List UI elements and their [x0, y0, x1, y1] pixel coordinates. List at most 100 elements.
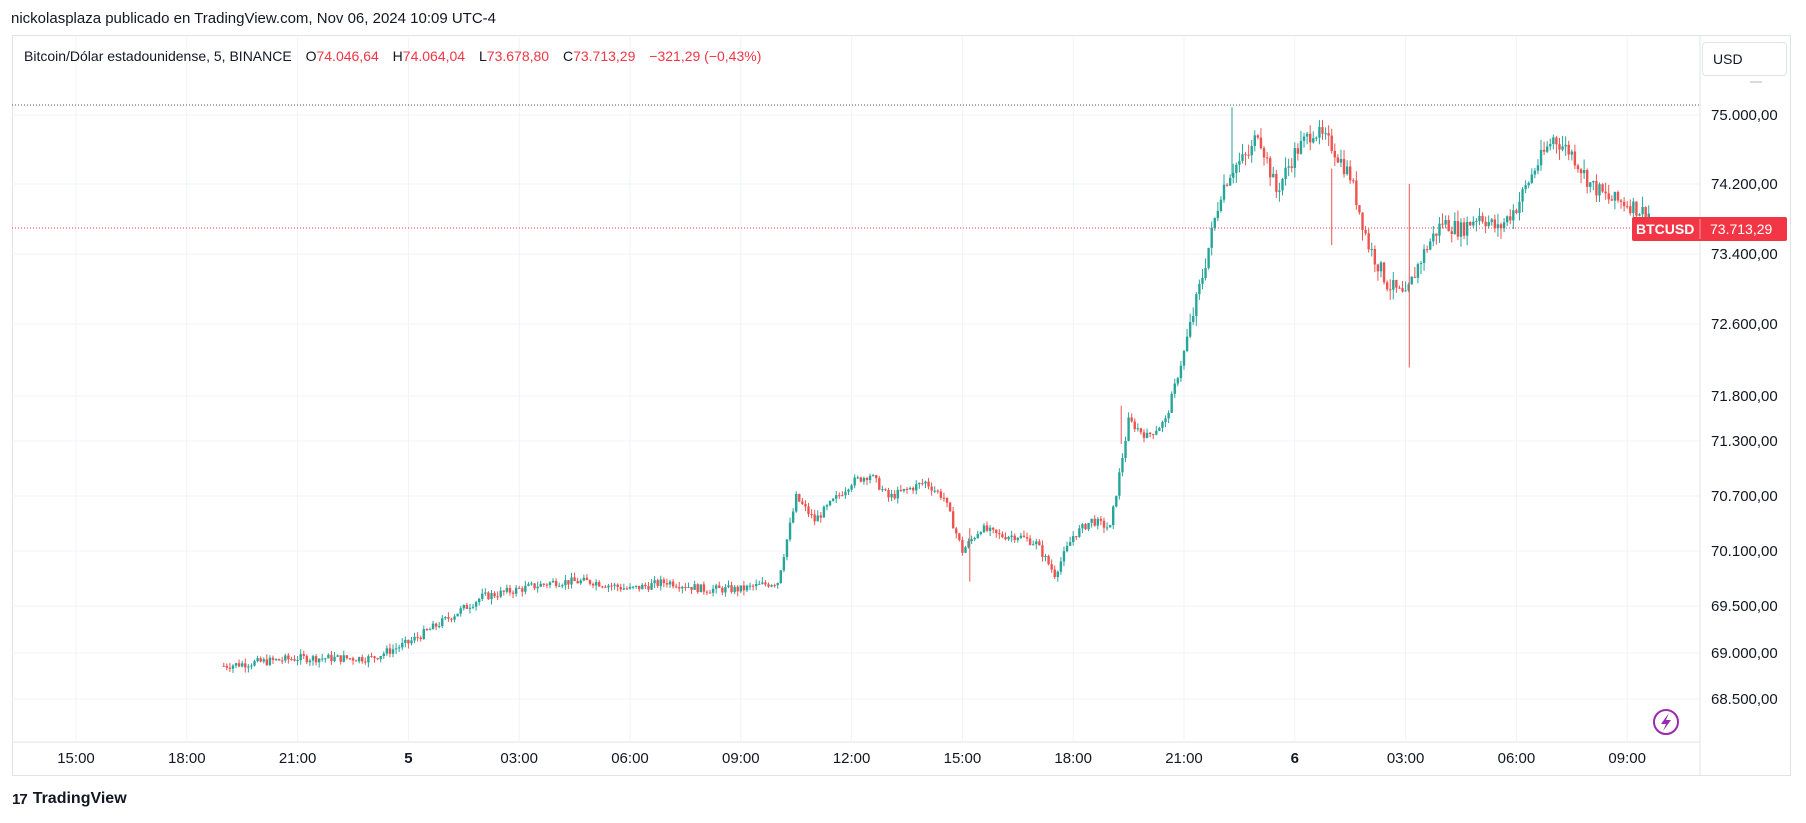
candle-body	[739, 585, 742, 592]
candle-body	[671, 581, 675, 587]
candle-body	[1315, 137, 1318, 139]
symbol-line: Bitcoin/Dólar estadounidense, 5, BINANCE	[24, 48, 292, 64]
candle-body	[444, 617, 447, 619]
candle-body	[1576, 165, 1580, 170]
candle-body	[1385, 282, 1389, 290]
candle-body	[1007, 537, 1010, 540]
candle-body	[1195, 294, 1198, 316]
candle-body	[967, 541, 970, 548]
candle-body	[530, 583, 533, 585]
x-tick-label: 18:00	[168, 750, 206, 767]
candle-body	[1161, 422, 1164, 428]
candle-body	[1456, 221, 1460, 237]
candle-body	[1339, 159, 1343, 163]
candle-body	[437, 626, 441, 628]
candle-body	[1496, 224, 1500, 229]
candle-body	[287, 655, 290, 660]
candle-body	[807, 506, 810, 515]
candle-body	[493, 593, 496, 597]
candle-body	[1262, 148, 1266, 158]
candle-body	[311, 656, 315, 661]
last-price-tag	[1632, 217, 1787, 241]
reference-lines	[12, 104, 1700, 229]
candle-body	[1093, 518, 1096, 526]
candle-body	[551, 580, 555, 583]
candle-body	[524, 585, 527, 592]
x-tick-label: 21:00	[279, 750, 317, 767]
candle-body	[1216, 211, 1220, 219]
candle-body	[1121, 457, 1124, 473]
candle-body	[1185, 336, 1189, 352]
candle-body	[1232, 172, 1235, 178]
candle-body	[1108, 525, 1112, 528]
candle-body	[1604, 191, 1607, 194]
candle-body	[1595, 181, 1598, 196]
candle-body	[588, 580, 592, 584]
candle-body	[290, 659, 293, 661]
candle-body	[951, 511, 955, 529]
candle-body	[878, 478, 881, 490]
candle-body	[410, 640, 413, 644]
candle-body	[407, 639, 410, 644]
candle-body	[1305, 133, 1309, 137]
candle-body	[1641, 206, 1644, 215]
x-tick-label: 15:00	[944, 750, 982, 767]
candle-body	[708, 592, 712, 594]
candle-body	[1539, 149, 1543, 166]
candle-body	[274, 659, 278, 661]
change-value: −321,29 (−0,43%)	[649, 48, 762, 64]
candle-body	[1179, 365, 1183, 379]
candle-body	[1601, 184, 1604, 192]
candle-body	[342, 655, 345, 662]
candle-body	[1075, 536, 1078, 538]
candle-body	[1028, 538, 1032, 545]
candle-body	[1589, 182, 1592, 187]
tradingview-logo[interactable]: 17 TradingView	[12, 790, 127, 808]
candle-body	[1330, 135, 1333, 151]
candle-body	[1038, 541, 1041, 546]
candle-body	[976, 534, 979, 539]
candle-body	[622, 588, 626, 590]
low-label: L	[478, 48, 487, 64]
candle-body	[995, 529, 998, 533]
candle-body	[847, 489, 850, 492]
candle-body	[659, 579, 662, 586]
candle-body	[1453, 221, 1457, 234]
candle-body	[1213, 218, 1216, 228]
candle-body	[382, 653, 385, 657]
candle-body	[1462, 222, 1466, 236]
candle-body	[1570, 151, 1573, 155]
candle-body	[1115, 495, 1118, 507]
candle-body	[225, 665, 229, 668]
candle-body	[1567, 144, 1570, 155]
candle-body	[653, 580, 656, 584]
candle-body	[1613, 191, 1617, 201]
candle-body	[1090, 518, 1093, 523]
candle-body	[1105, 527, 1109, 529]
candle-body	[1592, 181, 1595, 183]
candle-body	[625, 588, 629, 590]
candle-body	[434, 623, 438, 627]
currency-button[interactable]: USD	[1702, 42, 1787, 76]
candle-body	[1469, 221, 1472, 226]
candle-body	[1265, 157, 1269, 159]
candle-body	[502, 590, 506, 592]
x-tick-label: 12:00	[833, 750, 871, 767]
candle-body	[1367, 233, 1370, 250]
candle-body	[533, 583, 536, 589]
candle-body	[896, 489, 899, 499]
candle-body	[1598, 184, 1601, 196]
candle-body	[1558, 144, 1561, 150]
candle-body	[1244, 154, 1247, 156]
candle-body	[247, 666, 250, 668]
candle-body	[973, 538, 976, 540]
lightning-icon[interactable]	[1653, 709, 1679, 735]
x-tick-label: 09:00	[1608, 750, 1646, 767]
candle-body	[339, 655, 342, 662]
candle-body	[782, 557, 786, 571]
y-tick-label: 68.500,00	[1711, 691, 1778, 708]
candle-body	[964, 547, 967, 553]
candle-body	[231, 665, 235, 669]
candle-body	[277, 659, 281, 661]
